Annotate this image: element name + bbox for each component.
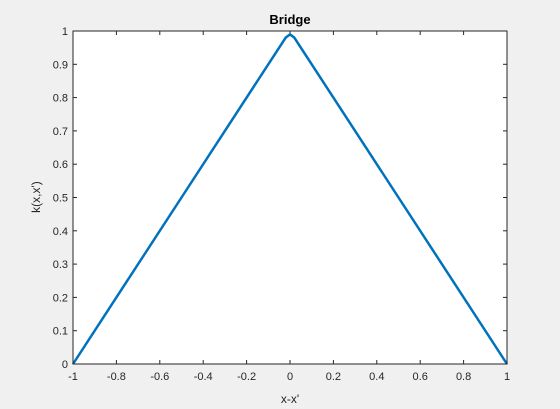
x-tick-label: 1	[504, 371, 510, 383]
y-tick-label: 0.8	[53, 93, 68, 105]
x-tick-label: -0.6	[150, 371, 169, 383]
axes-background	[73, 31, 507, 364]
y-tick-label: 0.4	[53, 226, 68, 238]
y-tick-label: 0	[62, 359, 68, 371]
axes-box	[72, 30, 508, 365]
x-tick-label: -1	[68, 371, 78, 383]
x-tick-label: -0.8	[107, 371, 126, 383]
x-axis-label: x-x'	[281, 392, 299, 406]
y-tick-label: 0.2	[53, 292, 68, 304]
x-tick-label: 0.2	[326, 371, 341, 383]
x-ticks: -1 -0.8 -0.6 -0.4 -0.2 0 0.2 0.4 0.6 0.8 1	[68, 31, 510, 383]
y-tick-label: 0.6	[53, 159, 68, 171]
x-tick-label: 0.4	[369, 371, 384, 383]
y-tick-label: 0.5	[53, 193, 68, 205]
x-tick-label: -0.4	[194, 371, 213, 383]
y-tick-label: 0.3	[53, 259, 68, 271]
x-tick-label: 0	[287, 371, 293, 383]
y-tick-label: 0.9	[53, 59, 68, 71]
chart-title: Bridge	[269, 12, 310, 27]
y-tick-label: 0.7	[53, 126, 68, 138]
x-tick-label: 0.6	[413, 371, 428, 383]
y-tick-label: 1	[62, 26, 68, 38]
x-tick-label: -0.2	[237, 371, 256, 383]
plot-lines	[71, 33, 509, 365]
x-tick-label: 0.8	[456, 371, 471, 383]
series-line	[71, 33, 509, 365]
y-tick-label: 0.1	[53, 326, 68, 338]
y-ticks: 0 0.1 0.2 0.3 0.4 0.5 0.6 0.7 0.8 0.9 1	[53, 26, 507, 371]
y-axis-label: k(x,x')	[29, 181, 43, 213]
